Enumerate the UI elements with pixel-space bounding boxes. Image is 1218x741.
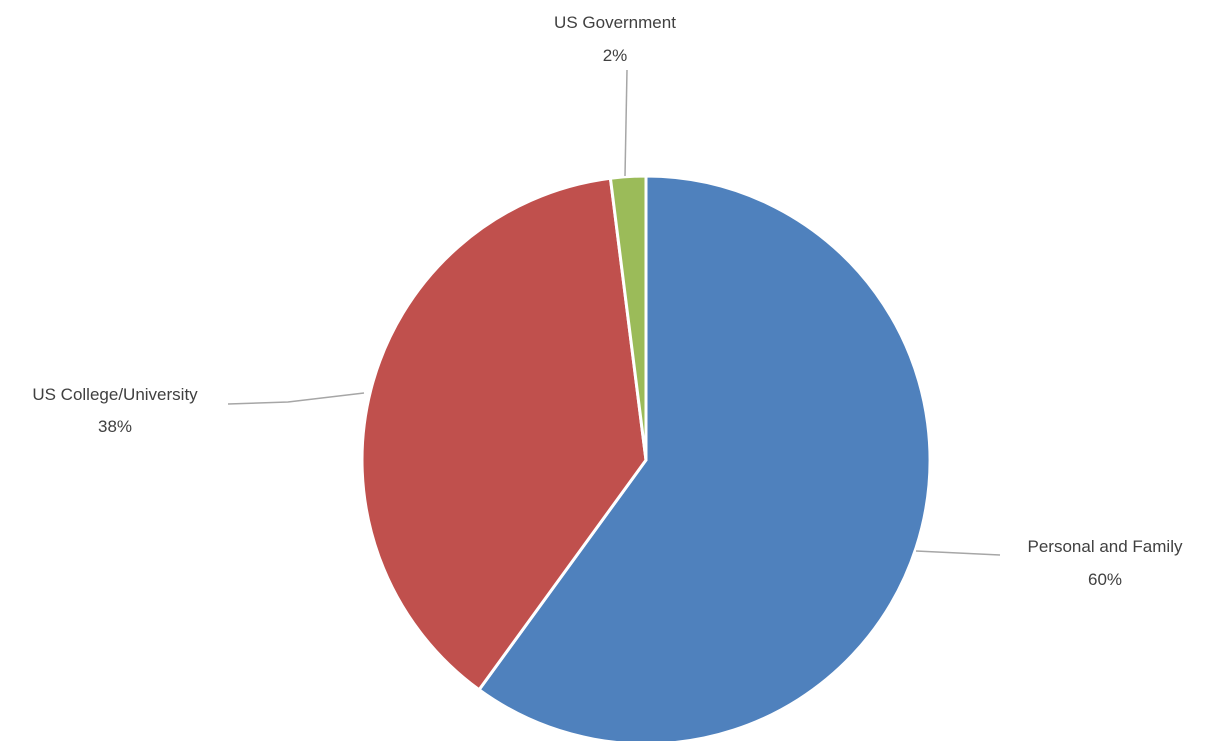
leader-line-personal-and-family (915, 550, 1001, 556)
slices-layer (360, 174, 932, 741)
leader-line-us-college-university (227, 392, 365, 405)
data-label-category-personal-and-family: Personal and Family (1028, 537, 1183, 556)
data-label-category-us-college-university: US College/University (32, 385, 198, 404)
data-label-percent-personal-and-family: 60% (1088, 570, 1122, 589)
data-label-percent-us-government: 2% (603, 46, 628, 65)
leader-line-us-government (624, 69, 628, 177)
data-label-category-us-government: US Government (554, 13, 676, 32)
pie-slice-personal-and-family (477, 174, 932, 741)
pie-slice-us-government (608, 174, 648, 462)
leader-lines-layer (227, 69, 1001, 556)
data-labels-layer: Personal and Family 60% US College/Univers… (32, 13, 1183, 589)
pie-slice-us-college-university (360, 176, 648, 692)
data-label-percent-us-college-university: 38% (98, 417, 132, 436)
